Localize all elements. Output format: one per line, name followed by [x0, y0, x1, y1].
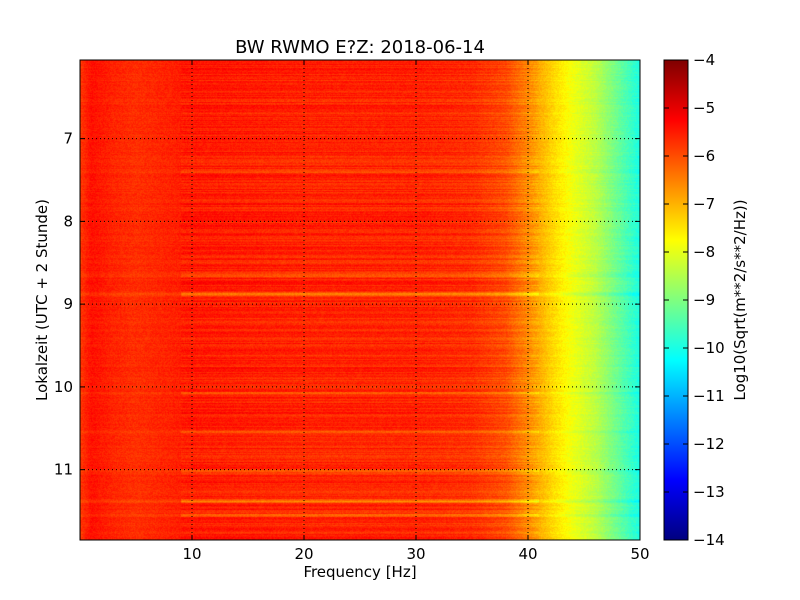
y-tick-label: 8 [63, 212, 73, 230]
x-tick-label: 20 [294, 545, 313, 563]
colorbar-tick-label: −9 [693, 291, 715, 309]
y-tick-label: 9 [63, 295, 73, 313]
colorbar-tick-label: −10 [693, 339, 725, 357]
y-axis-label: Lokalzeit (UTC + 2 Stunde) [33, 199, 51, 401]
colorbar-tick-label: −7 [693, 195, 715, 213]
colorbar-tick-label: −14 [693, 531, 725, 549]
x-axis-ticks: 10 20 30 40 50 [182, 60, 650, 563]
x-tick-label: 10 [182, 545, 201, 563]
colorbar-ticks: −4 −5 −6 −7 −8 −9 −10 −11 −12 −13 −14 [664, 51, 725, 549]
x-tick-label: 50 [630, 545, 649, 563]
colorbar-tick-label: −13 [693, 483, 725, 501]
x-tick-label: 30 [406, 545, 425, 563]
y-tick-label: 11 [54, 461, 73, 479]
spectrogram-plot [80, 60, 640, 540]
y-tick-label: 7 [63, 130, 73, 148]
colorbar-tick-label: −8 [693, 243, 715, 261]
colorbar-tick-label: −4 [693, 51, 715, 69]
chart-title: BW RWMO E?Z: 2018-06-14 [235, 37, 485, 58]
grid-lines [80, 60, 640, 540]
colorbar-tick-label: −12 [693, 435, 725, 453]
y-axis-ticks: 7 8 9 10 11 [54, 130, 640, 479]
x-axis-label: Frequency [Hz] [303, 563, 416, 581]
colorbar-label: Log10(Sqrt(m**2/s**2/Hz)) [731, 199, 749, 400]
colorbar-tick-label: −6 [693, 147, 715, 165]
y-tick-label: 10 [54, 378, 73, 396]
colorbar-tick-label: −11 [693, 387, 725, 405]
plot-frame [79, 59, 641, 541]
x-tick-label: 40 [518, 545, 537, 563]
colorbar-tick-label: −5 [693, 99, 715, 117]
spectrogram-image [80, 60, 640, 540]
